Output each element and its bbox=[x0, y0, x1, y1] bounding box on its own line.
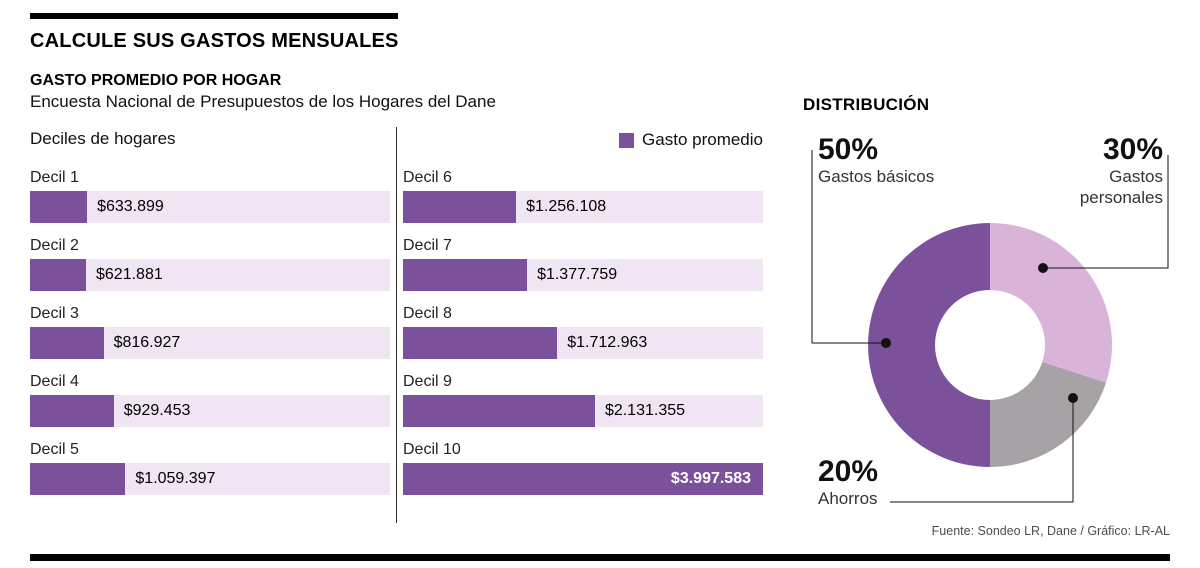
bar-fill bbox=[403, 191, 517, 223]
leader-dots-group bbox=[881, 263, 1078, 403]
bar-value: $2.131.355 bbox=[604, 402, 686, 419]
bar-fill bbox=[30, 191, 88, 223]
decile-label: Decil 4 bbox=[30, 373, 79, 390]
survey-source-line: Encuesta Nacional de Presupuestos de los… bbox=[30, 92, 496, 111]
callout-pct: 50% bbox=[818, 133, 879, 166]
bar-value: $621.881 bbox=[96, 266, 163, 283]
bar-fill bbox=[403, 395, 595, 427]
decile-label: Decil 1 bbox=[30, 169, 79, 186]
bar-track: $816.927 bbox=[30, 327, 390, 359]
donut-chart bbox=[811, 150, 1169, 503]
callout-label: Gastos básicos bbox=[818, 167, 935, 186]
bar-fill bbox=[403, 327, 558, 359]
bar-fill bbox=[30, 463, 126, 495]
callout-gastos-basicos: 50% Gastos básicos bbox=[818, 134, 934, 187]
source-credit: Fuente: Sondeo LR, Dane / Gráfico: LR-AL bbox=[931, 524, 1170, 538]
decile-label: Decil 9 bbox=[403, 373, 452, 390]
bar-fill bbox=[403, 463, 763, 495]
decile-label: Decil 7 bbox=[403, 237, 452, 254]
leader-line-ahorros bbox=[890, 398, 1074, 503]
bar-fill bbox=[30, 259, 86, 291]
callout-pct: 30% bbox=[1102, 133, 1163, 166]
legend-swatch-icon bbox=[619, 132, 635, 148]
bar-value: $1.059.397 bbox=[135, 470, 216, 487]
callout-label: Ahorros bbox=[818, 489, 878, 508]
callout-label: Gastos personales bbox=[1079, 167, 1163, 207]
bar-fill bbox=[30, 327, 104, 359]
callout-ahorros: 20% Ahorros bbox=[818, 456, 878, 509]
bar-value: $929.453 bbox=[123, 402, 191, 419]
leader-dot-ahorros bbox=[1068, 393, 1078, 403]
bar-value: $633.899 bbox=[97, 198, 164, 215]
leader-line-gastos-basicos bbox=[811, 150, 886, 344]
bar-fill bbox=[403, 259, 528, 291]
bar-value: $1.377.759 bbox=[537, 266, 618, 283]
bar-track: $1.377.759 bbox=[403, 259, 763, 291]
decile-label: Decil 6 bbox=[403, 169, 452, 186]
callout-pct: 20% bbox=[818, 455, 879, 488]
bar-value: $3.997.583 bbox=[670, 470, 751, 487]
bar-row: Decil 8 $1.712.963 bbox=[403, 301, 763, 369]
bar-track: $1.712.963 bbox=[403, 327, 763, 359]
leader-dot-gastos-basicos bbox=[881, 338, 891, 348]
decile-label: Decil 5 bbox=[30, 441, 79, 458]
bar-row: Decil 7 $1.377.759 bbox=[403, 233, 763, 301]
bar-value: $1.712.963 bbox=[567, 334, 648, 351]
callout-gastos-personales: 30% Gastos personales bbox=[1043, 134, 1163, 208]
top-rule bbox=[30, 13, 398, 19]
bar-track: $2.131.355 bbox=[403, 395, 763, 427]
leader-lines-group bbox=[811, 150, 1169, 503]
bars-column-right: Decil 6 $1.256.108 Decil 7 $1.377.759 De… bbox=[403, 165, 763, 505]
legend-label: Gasto promedio bbox=[642, 130, 763, 149]
main-title: CALCULE SUS GASTOS MENSUALES bbox=[30, 30, 399, 52]
donut-slice-ahorros bbox=[990, 362, 1107, 467]
bar-track: $929.453 bbox=[30, 395, 390, 427]
column-divider bbox=[396, 127, 397, 523]
legend: Gasto promedio bbox=[403, 130, 763, 150]
bar-row: Decil 3 $816.927 bbox=[30, 301, 390, 369]
bottom-rule bbox=[30, 554, 1170, 561]
bar-track: $3.997.583 bbox=[403, 463, 763, 495]
donut-slice-gastos-personales bbox=[990, 223, 1113, 383]
bar-track: $633.899 bbox=[30, 191, 390, 223]
bar-fill bbox=[30, 395, 114, 427]
bar-track: $1.256.108 bbox=[403, 191, 763, 223]
bar-row: Decil 2 $621.881 bbox=[30, 233, 390, 301]
donut-slices-group bbox=[868, 223, 1113, 467]
decile-label: Decil 2 bbox=[30, 237, 79, 254]
bar-row: Decil 9 $2.131.355 bbox=[403, 369, 763, 437]
decile-label: Decil 3 bbox=[30, 305, 79, 322]
bar-track: $621.881 bbox=[30, 259, 390, 291]
bar-track: $1.059.397 bbox=[30, 463, 390, 495]
chart-subtitle: GASTO PROMEDIO POR HOGAR bbox=[30, 72, 282, 89]
leader-line-gastos-personales bbox=[1043, 155, 1169, 269]
bar-row: Decil 6 $1.256.108 bbox=[403, 165, 763, 233]
deciles-axis-label: Deciles de hogares bbox=[30, 129, 176, 148]
bar-row: Decil 5 $1.059.397 bbox=[30, 437, 390, 505]
decile-label: Decil 10 bbox=[403, 441, 461, 458]
bars-column-left: Decil 1 $633.899 Decil 2 $621.881 Decil … bbox=[30, 165, 390, 505]
donut-slice-gastos-básicos bbox=[868, 223, 990, 467]
bar-row: Decil 1 $633.899 bbox=[30, 165, 390, 233]
distribution-title: DISTRIBUCIÓN bbox=[803, 95, 930, 114]
decile-label: Decil 8 bbox=[403, 305, 452, 322]
bar-row: Decil 4 $929.453 bbox=[30, 369, 390, 437]
leader-dot-gastos-personales bbox=[1038, 263, 1048, 273]
bar-value: $816.927 bbox=[113, 334, 181, 351]
bar-value: $1.256.108 bbox=[526, 198, 607, 215]
bar-row: Decil 10 $3.997.583 bbox=[403, 437, 763, 505]
